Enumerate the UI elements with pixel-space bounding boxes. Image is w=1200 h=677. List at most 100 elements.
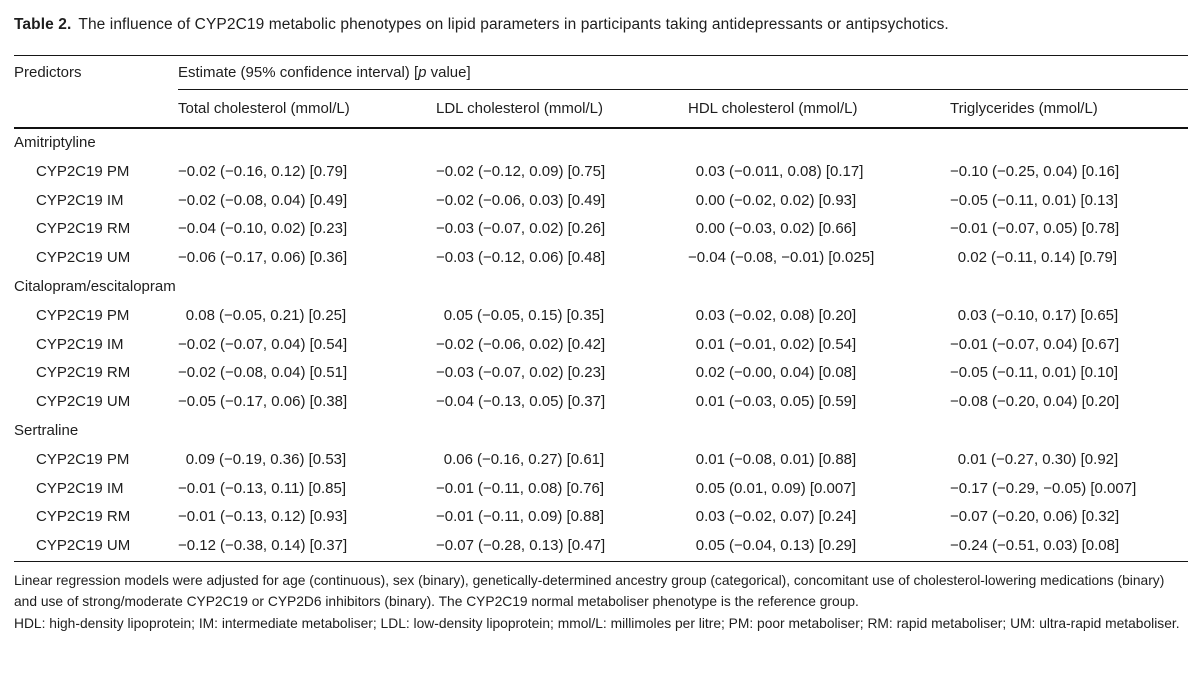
estimate-value: −0.01 bbox=[436, 479, 474, 497]
table-caption-text: The influence of CYP2C19 metabolic pheno… bbox=[78, 16, 949, 33]
estimate-cell: −0.10 (−0.25, 0.04) [0.16] bbox=[950, 158, 1188, 187]
estimate-cell: −0.02 (−0.08, 0.04) [0.51] bbox=[178, 359, 436, 388]
confidence-interval-pvalue: (−0.02, 0.07) [0.24] bbox=[729, 508, 857, 526]
estimate-cell: −0.02 (−0.06, 0.02) [0.42] bbox=[436, 331, 688, 360]
results-table: Predictors Estimate (95% confidence inte… bbox=[14, 55, 1188, 562]
estimate-cell: −0.08 (−0.20, 0.04) [0.20] bbox=[950, 388, 1188, 417]
confidence-interval-pvalue: (−0.13, 0.12) [0.93] bbox=[219, 508, 348, 526]
estimate-value: 0.09 bbox=[185, 450, 215, 468]
estimate-value: 0.08 bbox=[185, 306, 215, 324]
estimate-value: −0.03 bbox=[436, 249, 474, 267]
estimate-cell: −0.04 (−0.08, −0.01) [0.025] bbox=[688, 244, 950, 273]
estimate-cell: −0.02 (−0.07, 0.04) [0.54] bbox=[178, 331, 436, 360]
footnote-abbreviations: HDL: high-density lipoprotein; IM: inter… bbox=[14, 615, 1180, 631]
estimate-value: −0.02 bbox=[436, 191, 474, 209]
estimate-cell: −0.01 (−0.11, 0.08) [0.76] bbox=[436, 475, 688, 504]
estimate-value: 0.03 bbox=[957, 306, 987, 324]
confidence-interval-pvalue: (−0.06, 0.03) [0.49] bbox=[477, 191, 606, 209]
predictor-label: CYP2C19 UM bbox=[36, 249, 131, 267]
confidence-interval-pvalue: (−0.08, 0.04) [0.51] bbox=[219, 364, 348, 382]
confidence-interval-pvalue: (−0.11, 0.09) [0.88] bbox=[477, 508, 605, 526]
column-header-total-cholesterol: Total cholesterol (mmol/L) bbox=[178, 100, 350, 117]
estimate-value: 0.05 bbox=[443, 306, 473, 324]
estimate-cell: −0.04 (−0.10, 0.02) [0.23] bbox=[178, 215, 436, 244]
estimate-value: −0.02 bbox=[178, 162, 216, 180]
estimate-cell: 0.02 (−0.11, 0.14) [0.79] bbox=[950, 244, 1188, 273]
estimate-cell: −0.02 (−0.12, 0.09) [0.75] bbox=[436, 158, 688, 187]
estimate-cell: −0.02 (−0.08, 0.04) [0.49] bbox=[178, 187, 436, 216]
estimate-cell: −0.05 (−0.17, 0.06) [0.38] bbox=[178, 388, 436, 417]
predictor-label: CYP2C19 IM bbox=[36, 191, 124, 209]
confidence-interval-pvalue: (−0.04, 0.13) [0.29] bbox=[729, 537, 857, 555]
confidence-interval-pvalue: (−0.05, 0.15) [0.35] bbox=[477, 306, 605, 324]
confidence-interval-pvalue: (−0.12, 0.09) [0.75] bbox=[477, 162, 606, 180]
confidence-interval-pvalue: (0.01, 0.09) [0.007] bbox=[729, 479, 856, 497]
table-body: Amitriptyline CYP2C19 PM −0.02 (−0.16, 0.12… bbox=[14, 129, 1188, 562]
table-row: CYP2C19 IM −0.02 (−0.08, 0.04) [0.49] −0.02… bbox=[14, 187, 1188, 216]
estimate-value: −0.02 bbox=[436, 335, 474, 353]
estimate-value: 0.03 bbox=[695, 508, 725, 526]
drug-group-label: Amitriptyline bbox=[14, 134, 96, 151]
confidence-interval-pvalue: (−0.01, 0.02) [0.54] bbox=[729, 335, 857, 353]
estimate-value: −0.02 bbox=[178, 191, 216, 209]
estimate-value: 0.00 bbox=[695, 191, 725, 209]
confidence-interval-pvalue: (−0.10, 0.02) [0.23] bbox=[219, 220, 348, 238]
predictor-label: CYP2C19 PM bbox=[36, 306, 130, 324]
estimate-value: −0.05 bbox=[178, 393, 216, 411]
estimate-cell: 0.03 (−0.02, 0.08) [0.20] bbox=[688, 302, 950, 331]
estimate-cell: −0.03 (−0.07, 0.02) [0.26] bbox=[436, 215, 688, 244]
estimate-value: −0.08 bbox=[950, 393, 988, 411]
table-row: CYP2C19 PM 0.08 (−0.05, 0.21) [0.25] 0.05 (−… bbox=[14, 302, 1188, 331]
predictor-label: CYP2C19 UM bbox=[36, 393, 131, 411]
confidence-interval-pvalue: (−0.03, 0.02) [0.66] bbox=[729, 220, 857, 238]
estimate-cell: −0.01 (−0.13, 0.11) [0.85] bbox=[178, 475, 436, 504]
estimate-cell: −0.07 (−0.28, 0.13) [0.47] bbox=[436, 532, 688, 561]
estimate-value: 0.01 bbox=[695, 450, 725, 468]
predictor-label: CYP2C19 UM bbox=[36, 537, 131, 555]
confidence-interval-pvalue: (−0.38, 0.14) [0.37] bbox=[219, 537, 348, 555]
estimate-cell: 0.09 (−0.19, 0.36) [0.53] bbox=[178, 446, 436, 475]
estimate-value: −0.04 bbox=[436, 393, 474, 411]
predictor-label: CYP2C19 PM bbox=[36, 450, 130, 468]
confidence-interval-pvalue: (−0.06, 0.02) [0.42] bbox=[477, 335, 606, 353]
estimate-value: −0.07 bbox=[436, 537, 474, 555]
column-header-triglycerides: Triglycerides (mmol/L) bbox=[950, 100, 1098, 117]
confidence-interval-pvalue: (−0.10, 0.17) [0.65] bbox=[991, 306, 1119, 324]
confidence-interval-pvalue: (−0.20, 0.04) [0.20] bbox=[991, 393, 1120, 411]
table-row: CYP2C19 IM −0.02 (−0.07, 0.04) [0.54] −0.02… bbox=[14, 331, 1188, 360]
estimate-cell: −0.01 (−0.07, 0.05) [0.78] bbox=[950, 215, 1188, 244]
estimate-value: −0.01 bbox=[178, 479, 216, 497]
column-header-ldl-cholesterol: LDL cholesterol (mmol/L) bbox=[436, 100, 603, 117]
estimate-value: 0.02 bbox=[695, 364, 725, 382]
confidence-interval-pvalue: (−0.02, 0.08) [0.20] bbox=[729, 306, 857, 324]
estimate-value: −0.02 bbox=[178, 364, 216, 382]
estimate-cell: −0.03 (−0.07, 0.02) [0.23] bbox=[436, 359, 688, 388]
drug-group-label: Citalopram/escitalopram bbox=[14, 277, 176, 295]
estimate-cell: 0.05 (−0.04, 0.13) [0.29] bbox=[688, 532, 950, 561]
estimate-value: 0.03 bbox=[695, 306, 725, 324]
estimate-cell: −0.17 (−0.29, −0.05) [0.007] bbox=[950, 475, 1188, 504]
estimate-cell: 0.06 (−0.16, 0.27) [0.61] bbox=[436, 446, 688, 475]
estimate-value: −0.02 bbox=[436, 162, 474, 180]
confidence-interval-pvalue: (−0.07, 0.05) [0.78] bbox=[991, 220, 1120, 238]
estimate-value: −0.01 bbox=[950, 220, 988, 238]
estimate-value: 0.05 bbox=[695, 537, 725, 555]
confidence-interval-pvalue: (−0.08, −0.01) [0.025] bbox=[729, 249, 875, 267]
confidence-interval-pvalue: (−0.11, 0.01) [0.10] bbox=[991, 364, 1119, 382]
drug-group-row: Sertraline bbox=[14, 417, 1188, 446]
column-header-hdl-cholesterol: HDL cholesterol (mmol/L) bbox=[688, 100, 858, 117]
estimate-cell: −0.05 (−0.11, 0.01) [0.13] bbox=[950, 187, 1188, 216]
drug-group-label: Sertraline bbox=[14, 421, 79, 439]
column-header-predictors: Predictors bbox=[14, 64, 82, 81]
estimate-value: −0.02 bbox=[178, 335, 216, 353]
confidence-interval-pvalue: (−0.16, 0.27) [0.61] bbox=[477, 450, 605, 468]
confidence-interval-pvalue: (−0.00, 0.04) [0.08] bbox=[729, 364, 857, 382]
estimate-value: 0.00 bbox=[695, 220, 725, 238]
estimate-cell: 0.01 (−0.03, 0.05) [0.59] bbox=[688, 388, 950, 417]
confidence-interval-pvalue: (−0.08, 0.04) [0.49] bbox=[219, 191, 348, 209]
confidence-interval-pvalue: (−0.07, 0.04) [0.54] bbox=[219, 335, 348, 353]
confidence-interval-pvalue: (−0.29, −0.05) [0.007] bbox=[991, 479, 1137, 497]
estimate-cell: 0.08 (−0.05, 0.21) [0.25] bbox=[178, 302, 436, 331]
confidence-interval-pvalue: (−0.27, 0.30) [0.92] bbox=[991, 450, 1119, 468]
